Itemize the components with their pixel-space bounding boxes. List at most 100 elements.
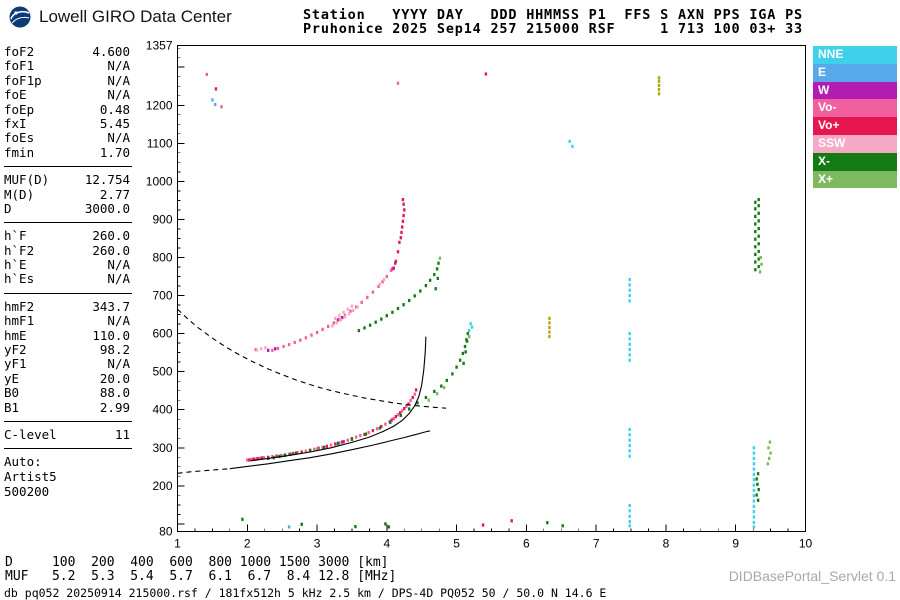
echo-x+ xyxy=(435,392,439,396)
echo-x xyxy=(546,521,549,525)
param-label: foF1 xyxy=(4,58,35,74)
echo-vo xyxy=(304,449,308,453)
echo-x xyxy=(461,351,465,355)
param-hmf2: hmF2 343.7 xyxy=(4,299,130,314)
y-tick-label: 1357 xyxy=(146,39,173,53)
echo-vo+ xyxy=(401,219,405,223)
echo-vo xyxy=(205,72,208,76)
echo-w xyxy=(341,316,344,320)
legend-item-e: E xyxy=(813,63,897,82)
echo-nne xyxy=(628,283,631,287)
param-foes: foEs N/A xyxy=(4,130,130,145)
echo-vo xyxy=(346,438,349,442)
echo-w xyxy=(394,261,397,265)
echo-x xyxy=(757,488,760,492)
echo-x+ xyxy=(769,451,772,455)
echo-x xyxy=(368,323,372,327)
echo-x xyxy=(387,525,391,529)
echo-vo xyxy=(279,453,282,457)
echo-nne xyxy=(628,443,631,448)
echo-nne xyxy=(752,494,756,498)
param-divider xyxy=(4,448,132,450)
echo-vo xyxy=(276,346,280,350)
y-tick-label: 300 xyxy=(152,441,172,455)
echo-x+ xyxy=(766,462,769,466)
echo-vo+ xyxy=(414,388,418,392)
echo-nne xyxy=(752,483,756,487)
echo-x+ xyxy=(438,256,442,260)
echo-x xyxy=(374,320,377,324)
true-height-profile-curve xyxy=(229,430,431,470)
echo-nne xyxy=(752,456,756,460)
param-divider xyxy=(4,420,132,422)
echo-x xyxy=(364,432,368,436)
param-divider xyxy=(4,166,132,168)
echo-vo xyxy=(271,454,274,459)
echo-ssw xyxy=(335,321,338,325)
param-label: MUF(D) xyxy=(4,172,50,188)
echo-vo xyxy=(299,338,302,342)
echo-x xyxy=(433,389,436,393)
echo-vo+ xyxy=(510,519,513,523)
y-tick-label: 600 xyxy=(152,327,172,341)
echo-x xyxy=(385,314,388,318)
echo-vo xyxy=(296,451,299,455)
echo-x xyxy=(756,472,760,476)
echo-w xyxy=(274,347,277,351)
param-hmf1: hmF1 N/A xyxy=(4,313,130,329)
param-value: N/A xyxy=(107,257,130,273)
echo-x xyxy=(757,257,760,261)
echo-vo+ xyxy=(300,450,303,454)
station-header-columns: Station YYYY DAY DDD HHMMSS P1 FFS S AXN… xyxy=(303,7,803,23)
echo-x xyxy=(754,245,757,249)
echo-vo xyxy=(338,317,341,321)
echo-nne xyxy=(468,329,471,333)
echo-x xyxy=(754,207,757,211)
echo-nne xyxy=(628,358,631,362)
echo-vo xyxy=(338,441,341,445)
param-value: 4.600 xyxy=(92,44,130,59)
param-label: yE xyxy=(4,370,20,386)
echo-unclassified xyxy=(657,92,661,96)
legend-item-x+: X+ xyxy=(813,170,897,189)
echo-x xyxy=(308,448,312,452)
echo-unclassified xyxy=(657,79,661,83)
param-value: 11 xyxy=(114,426,130,442)
echo-x xyxy=(465,339,469,343)
echo-vo xyxy=(377,284,380,288)
y-tick-label: 500 xyxy=(152,365,172,379)
param-divider xyxy=(4,292,132,294)
param-label: hmF1 xyxy=(4,313,35,329)
echo-vo+ xyxy=(292,451,295,456)
echo-x+ xyxy=(768,440,772,444)
param-label: h`F2 xyxy=(4,242,35,258)
echo-x+ xyxy=(468,335,471,339)
param-label: B1 xyxy=(4,399,20,415)
echo-x xyxy=(380,317,383,321)
echo-vo xyxy=(329,443,333,447)
y-tick-label: 700 xyxy=(152,289,172,303)
echo-nne xyxy=(628,299,631,303)
param-h-es: h`Es N/A xyxy=(4,272,130,287)
echo-x xyxy=(408,298,411,303)
echo-x xyxy=(756,498,760,502)
echo-x xyxy=(754,260,757,264)
echo-x xyxy=(757,227,760,231)
echo-ssw xyxy=(356,305,359,309)
echo-vo xyxy=(287,452,291,456)
param-yf1: yF1 N/A xyxy=(4,357,130,372)
echo-x xyxy=(419,289,422,293)
param-label: B0 xyxy=(4,385,20,401)
param-h-f2: h`F2 260.0 xyxy=(4,242,130,258)
parameter-readout-panel: foF2 4.600 foF1 N/A foF1p N/A foE N/A foEp 0.48 fx… xyxy=(4,44,132,499)
legend-item-x: X- xyxy=(813,152,897,171)
echo-vo xyxy=(246,458,249,462)
echo-vo xyxy=(367,430,370,435)
echo-vo+ xyxy=(214,87,218,91)
echo-vo+ xyxy=(394,259,398,263)
param-muf-d: MUF(D) 12.754 xyxy=(4,172,130,188)
echo-vo xyxy=(360,300,363,304)
echo-nne xyxy=(628,342,631,346)
